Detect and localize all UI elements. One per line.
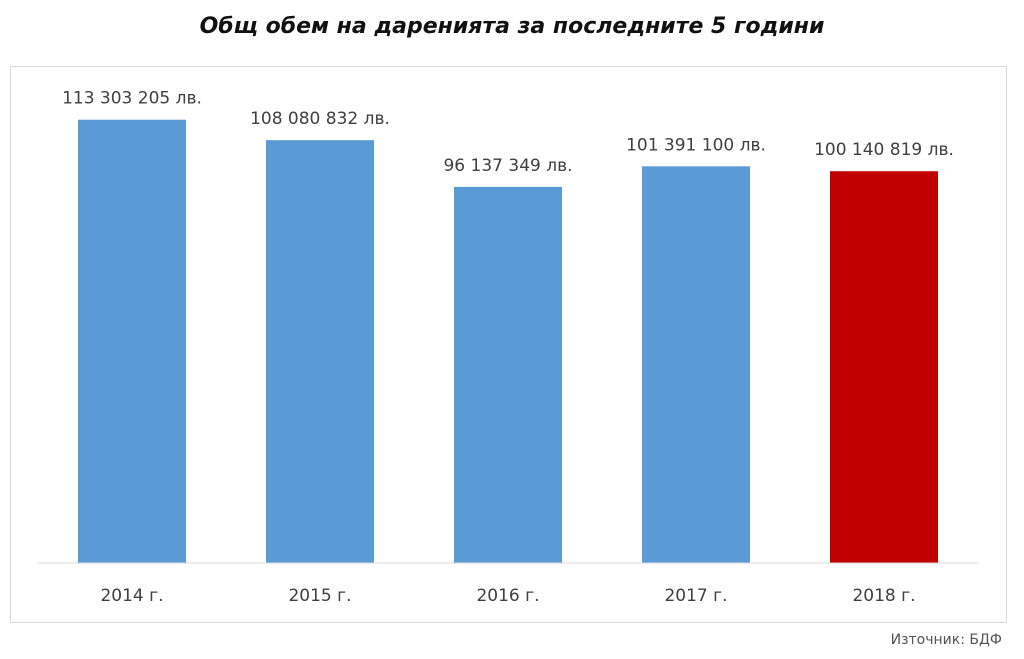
chart-area <box>10 66 1007 623</box>
x-tick-label-4: 2017 г. <box>664 586 727 606</box>
x-tick-label-2: 2015 г. <box>288 586 351 606</box>
data-labels-layer: 113 303 205 лв. 108 080 832 лв. 96 137 349… <box>62 89 954 176</box>
chart-title: Общ обем на даренията за последните 5 го… <box>199 14 825 39</box>
data-label-1: 113 303 205 лв. <box>62 89 202 109</box>
data-label-2: 108 080 832 лв. <box>250 109 390 129</box>
x-tick-label-5: 2018 г. <box>852 586 915 606</box>
bar-1 <box>78 119 186 563</box>
data-label-3: 96 137 349 лв. <box>443 156 572 176</box>
bar-3 <box>454 186 562 563</box>
source-note: Източник: БДФ <box>890 632 1002 648</box>
bars-layer <box>78 119 938 563</box>
x-tick-labels-layer: 2014 г. 2015 г. 2016 г. 2017 г. 2018 г. <box>100 586 915 606</box>
bar-4 <box>642 166 750 563</box>
x-tick-label-1: 2014 г. <box>100 586 163 606</box>
bar-5 <box>830 171 938 563</box>
data-label-4: 101 391 100 лв. <box>626 135 766 155</box>
data-label-5: 100 140 819 лв. <box>814 140 954 160</box>
bar-2 <box>266 140 374 563</box>
x-tick-label-3: 2016 г. <box>476 586 539 606</box>
